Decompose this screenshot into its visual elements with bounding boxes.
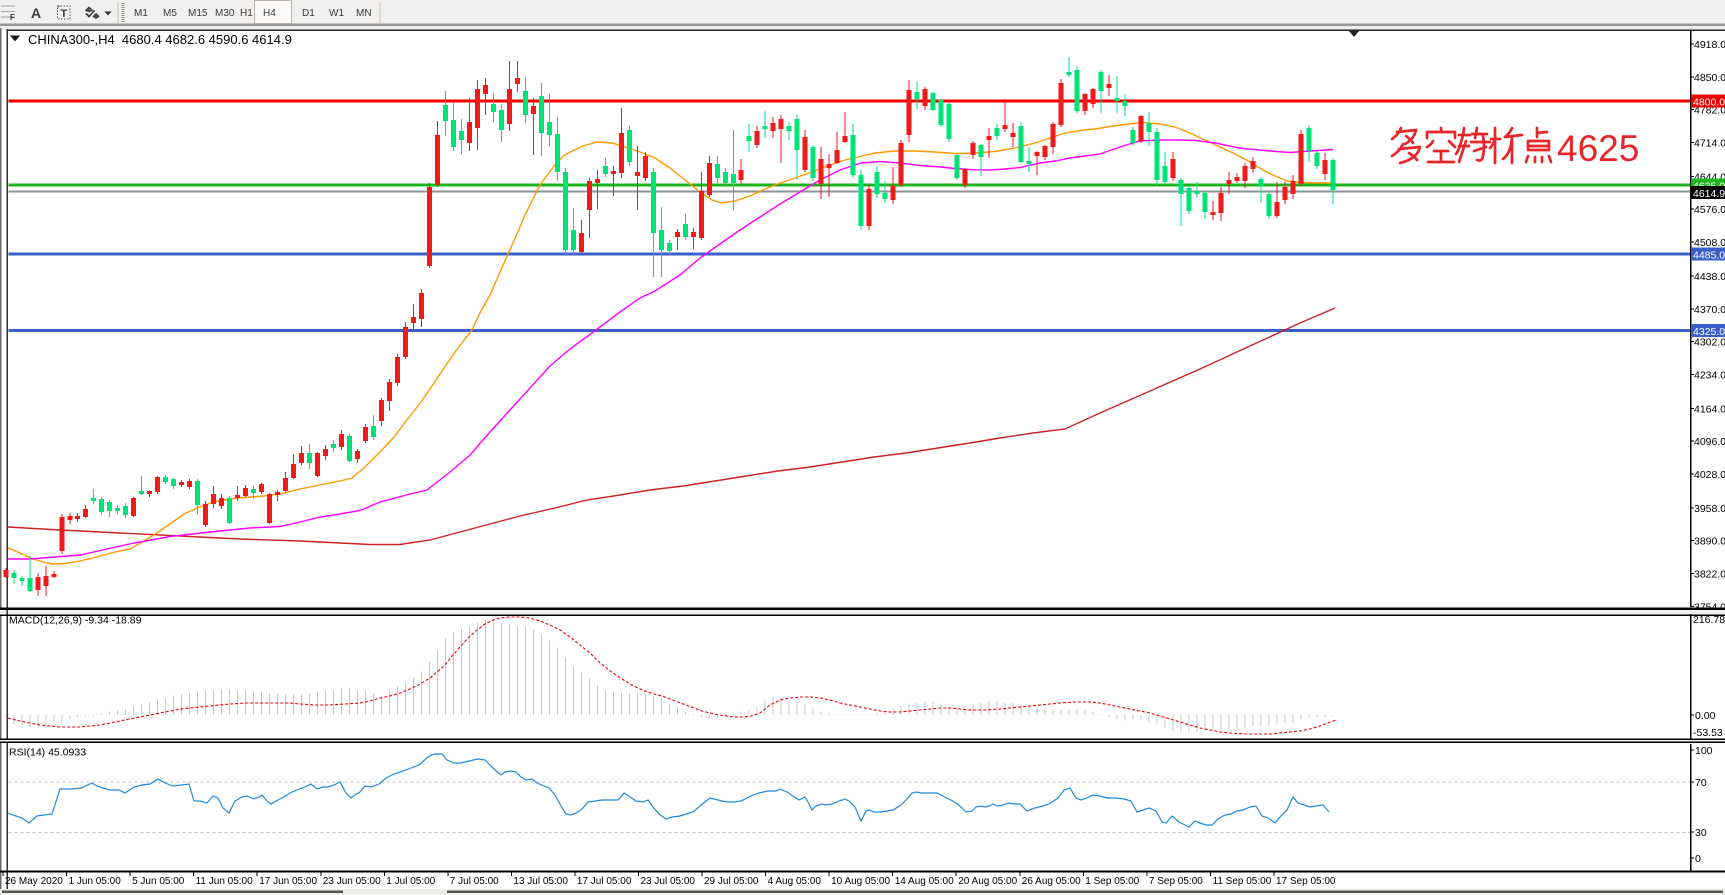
svg-text:4918.0: 4918.0	[1694, 39, 1725, 51]
svg-text:3822.0: 3822.0	[1694, 569, 1725, 581]
svg-text:A: A	[31, 5, 41, 21]
svg-text:17 Sep 05:00: 17 Sep 05:00	[1276, 876, 1336, 887]
svg-text:4325.0: 4325.0	[1693, 326, 1725, 338]
svg-text:W1: W1	[329, 8, 344, 19]
svg-text:4714.0: 4714.0	[1694, 138, 1725, 150]
svg-text:M15: M15	[188, 8, 208, 19]
svg-text:26 May 2020: 26 May 2020	[5, 876, 63, 887]
svg-text:29 Jul 05:00: 29 Jul 05:00	[704, 876, 759, 887]
svg-text:4096.0: 4096.0	[1694, 436, 1725, 448]
svg-text:F: F	[10, 13, 15, 22]
svg-text:-53.53: -53.53	[1693, 727, 1723, 739]
svg-text:4800.0: 4800.0	[1693, 97, 1725, 109]
svg-text:17 Jul 05:00: 17 Jul 05:00	[577, 876, 632, 887]
svg-text:RSI(14) 45.0933: RSI(14) 45.0933	[9, 747, 86, 759]
svg-text:4508.0: 4508.0	[1694, 237, 1725, 249]
svg-text:4302.0: 4302.0	[1694, 337, 1725, 349]
svg-text:H4: H4	[263, 8, 276, 19]
svg-text:1 Jul 05:00: 1 Jul 05:00	[386, 876, 435, 887]
svg-text:MACD(12,26,9) -9.34 -18.89: MACD(12,26,9) -9.34 -18.89	[9, 615, 142, 627]
svg-text:CHINA300-,H4 4680.4 4682.6 45: CHINA300-,H4 4680.4 4682.6 4590.6 4614.9	[28, 32, 292, 47]
svg-text:4028.0: 4028.0	[1694, 469, 1725, 481]
svg-text:216.78: 216.78	[1693, 614, 1725, 626]
svg-text:30: 30	[1695, 827, 1707, 839]
svg-text:3890.0: 3890.0	[1694, 536, 1725, 548]
svg-text:13 Jul 05:00: 13 Jul 05:00	[513, 876, 568, 887]
svg-text:23 Jul 05:00: 23 Jul 05:00	[641, 876, 696, 887]
svg-text:11 Jun 05:00: 11 Jun 05:00	[196, 876, 254, 887]
svg-text:4614.9: 4614.9	[1693, 188, 1725, 200]
svg-text:100: 100	[1695, 745, 1713, 757]
svg-text:4625: 4625	[1557, 128, 1639, 169]
svg-text:T: T	[61, 8, 68, 20]
svg-text:4850.0: 4850.0	[1694, 72, 1725, 84]
svg-text:1 Sep 05:00: 1 Sep 05:00	[1085, 876, 1139, 887]
svg-text:17 Jun 05:00: 17 Jun 05:00	[259, 876, 317, 887]
svg-text:7 Sep 05:00: 7 Sep 05:00	[1149, 876, 1203, 887]
svg-text:M30: M30	[215, 8, 235, 19]
svg-text:23 Jun 05:00: 23 Jun 05:00	[323, 876, 381, 887]
svg-text:11 Sep 05:00: 11 Sep 05:00	[1213, 876, 1272, 887]
svg-text:26 Aug 05:00: 26 Aug 05:00	[1022, 876, 1081, 887]
svg-text:4234.0: 4234.0	[1694, 370, 1725, 382]
svg-text:7 Jul 05:00: 7 Jul 05:00	[450, 876, 499, 887]
svg-text:MN: MN	[356, 8, 372, 19]
svg-text:0.00: 0.00	[1695, 710, 1716, 722]
svg-text:70: 70	[1695, 777, 1707, 789]
svg-text:3958.0: 3958.0	[1694, 503, 1725, 515]
svg-text:4576.0: 4576.0	[1694, 204, 1725, 216]
svg-text:4782.0: 4782.0	[1694, 105, 1725, 117]
svg-text:M5: M5	[163, 8, 177, 19]
svg-text:4485.0: 4485.0	[1693, 250, 1725, 262]
svg-text:4370.0: 4370.0	[1694, 304, 1725, 316]
svg-text:D1: D1	[302, 8, 315, 19]
svg-text:4438.0: 4438.0	[1694, 271, 1725, 283]
svg-text:M1: M1	[134, 8, 148, 19]
svg-text:20 Aug 05:00: 20 Aug 05:00	[958, 876, 1017, 887]
svg-text:4164.0: 4164.0	[1694, 403, 1725, 415]
svg-text:14 Aug 05:00: 14 Aug 05:00	[895, 876, 954, 887]
svg-text:0: 0	[1695, 853, 1701, 865]
svg-text:1 Jun 05:00: 1 Jun 05:00	[69, 876, 122, 887]
svg-text:10 Aug 05:00: 10 Aug 05:00	[831, 876, 890, 887]
svg-text:5 Jun 05:00: 5 Jun 05:00	[132, 876, 185, 887]
svg-text:4 Aug 05:00: 4 Aug 05:00	[768, 876, 822, 887]
svg-text:H1: H1	[240, 8, 253, 19]
